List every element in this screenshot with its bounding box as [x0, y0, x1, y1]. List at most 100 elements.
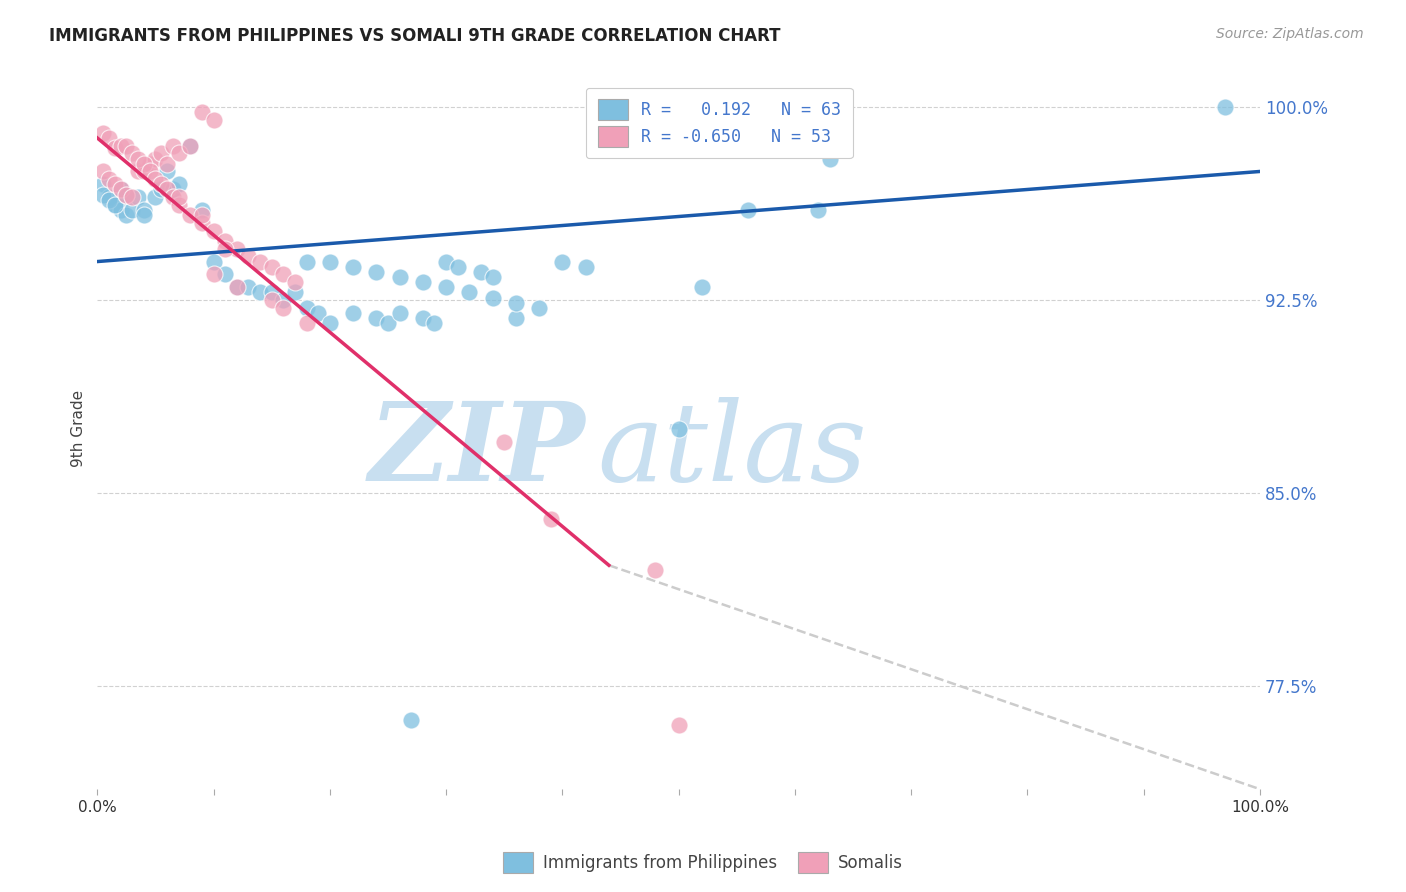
Point: [225, 280, 247, 294]
Point: [225, 280, 247, 294]
Point: [388, 306, 411, 320]
Point: [191, 208, 214, 222]
Point: [110, 138, 132, 153]
Point: [121, 203, 143, 218]
Point: [110, 182, 132, 196]
Point: [127, 152, 149, 166]
Point: [447, 260, 470, 274]
Point: [202, 268, 225, 282]
Point: [202, 224, 225, 238]
Point: [132, 164, 155, 178]
Point: [214, 242, 236, 256]
Point: [423, 316, 446, 330]
Point: [818, 152, 841, 166]
Point: [167, 198, 190, 212]
Point: [150, 182, 173, 196]
Point: [399, 713, 422, 727]
Point: [132, 203, 155, 218]
Point: [260, 260, 283, 274]
Point: [191, 105, 214, 120]
Point: [505, 311, 527, 326]
Point: [342, 306, 364, 320]
Point: [342, 260, 364, 274]
Point: [388, 270, 411, 285]
Point: [284, 285, 307, 300]
Point: [505, 295, 527, 310]
Point: [295, 254, 318, 268]
Point: [191, 203, 214, 218]
Point: [104, 178, 127, 192]
Point: [156, 157, 179, 171]
Point: [150, 178, 173, 192]
Point: [458, 285, 481, 300]
Point: [179, 208, 201, 222]
Point: [104, 141, 127, 155]
Point: [121, 190, 143, 204]
Point: [156, 182, 179, 196]
Point: [494, 434, 516, 449]
Point: [377, 316, 399, 330]
Legend: R =   0.192   N = 63, R = -0.650   N = 53: R = 0.192 N = 63, R = -0.650 N = 53: [586, 87, 852, 158]
Point: [260, 293, 283, 307]
Text: atlas: atlas: [598, 397, 868, 504]
Point: [98, 190, 121, 204]
Point: [202, 254, 225, 268]
Y-axis label: 9th Grade: 9th Grade: [72, 391, 86, 467]
Point: [110, 182, 132, 196]
Text: IMMIGRANTS FROM PHILIPPINES VS SOMALI 9TH GRADE CORRELATION CHART: IMMIGRANTS FROM PHILIPPINES VS SOMALI 9T…: [49, 27, 780, 45]
Point: [179, 138, 201, 153]
Point: [104, 198, 127, 212]
Point: [644, 563, 666, 577]
Point: [238, 249, 260, 263]
Point: [162, 182, 184, 196]
Point: [470, 265, 492, 279]
Point: [127, 164, 149, 178]
Point: [366, 311, 388, 326]
Point: [162, 190, 184, 204]
Point: [150, 146, 173, 161]
Point: [412, 311, 434, 326]
Point: [238, 280, 260, 294]
Point: [91, 187, 114, 202]
Point: [249, 254, 271, 268]
Point: [319, 254, 342, 268]
Point: [138, 157, 160, 171]
Point: [138, 164, 160, 178]
Point: [127, 190, 149, 204]
Point: [807, 203, 830, 218]
Point: [145, 152, 167, 166]
Point: [115, 187, 138, 202]
Point: [98, 193, 121, 207]
Point: [156, 164, 179, 178]
Point: [179, 138, 201, 153]
Point: [307, 306, 329, 320]
Point: [115, 208, 138, 222]
Point: [668, 422, 690, 436]
Point: [527, 301, 550, 315]
Point: [434, 280, 457, 294]
Point: [540, 512, 562, 526]
Point: [481, 270, 503, 285]
Point: [202, 113, 225, 128]
Text: ZIP: ZIP: [368, 397, 586, 504]
Point: [162, 138, 184, 153]
Point: [98, 172, 121, 186]
Point: [98, 131, 121, 145]
Point: [668, 718, 690, 732]
Point: [115, 187, 138, 202]
Point: [551, 254, 574, 268]
Point: [481, 291, 503, 305]
Point: [737, 203, 759, 218]
Legend: Immigrants from Philippines, Somalis: Immigrants from Philippines, Somalis: [496, 846, 910, 880]
Point: [145, 190, 167, 204]
Point: [249, 285, 271, 300]
Point: [295, 316, 318, 330]
Point: [690, 280, 713, 294]
Point: [214, 268, 236, 282]
Point: [295, 301, 318, 315]
Point: [145, 172, 167, 186]
Point: [412, 275, 434, 289]
Point: [91, 164, 114, 178]
Point: [214, 234, 236, 248]
Point: [1213, 100, 1236, 114]
